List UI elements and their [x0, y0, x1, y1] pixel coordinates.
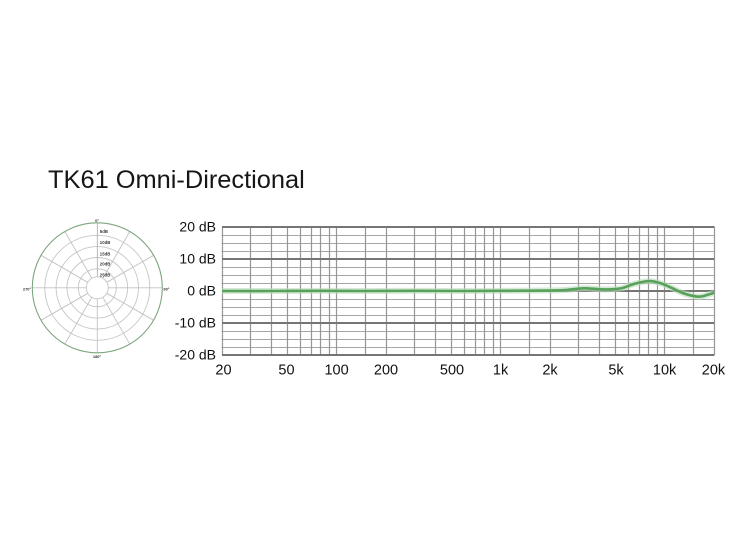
svg-text:1k: 1k — [493, 363, 509, 379]
svg-text:20k: 20k — [702, 363, 726, 379]
svg-text:100: 100 — [324, 363, 348, 379]
svg-text:-10 dB: -10 dB — [175, 315, 216, 331]
svg-text:10k: 10k — [653, 363, 677, 379]
svg-text:10 dB: 10 dB — [179, 251, 216, 267]
svg-text:180°: 180° — [93, 354, 102, 359]
svg-text:5dB: 5dB — [100, 229, 108, 234]
svg-text:15dB: 15dB — [100, 251, 111, 256]
svg-text:2k: 2k — [542, 363, 558, 379]
svg-text:TK61 Omni-Directional: TK61 Omni-Directional — [48, 166, 305, 194]
svg-text:20: 20 — [215, 363, 231, 379]
svg-text:20 dB: 20 dB — [179, 219, 216, 235]
svg-text:500: 500 — [440, 363, 464, 379]
svg-text:270°: 270° — [23, 286, 32, 291]
svg-text:20dB: 20dB — [100, 262, 111, 267]
svg-text:25dB: 25dB — [100, 273, 111, 278]
svg-text:50: 50 — [278, 363, 294, 379]
svg-text:10dB: 10dB — [100, 240, 111, 245]
svg-text:90°: 90° — [163, 286, 169, 291]
svg-text:5k: 5k — [608, 363, 624, 379]
svg-text:0°: 0° — [95, 218, 99, 223]
svg-text:0 dB: 0 dB — [187, 283, 216, 299]
svg-text:200: 200 — [374, 363, 398, 379]
svg-text:-20 dB: -20 dB — [175, 347, 216, 363]
